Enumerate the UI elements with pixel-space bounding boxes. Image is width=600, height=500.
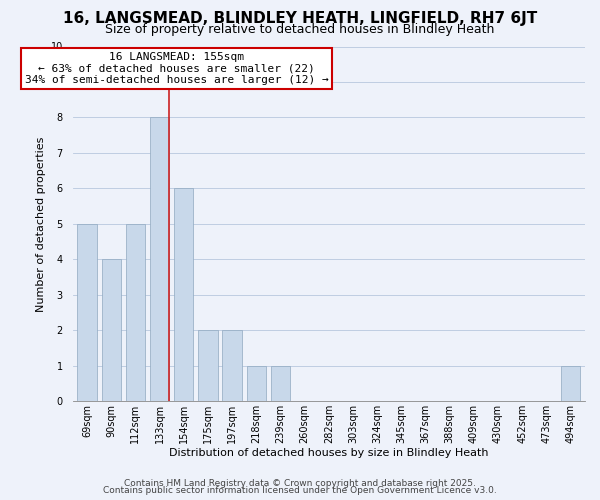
Text: Size of property relative to detached houses in Blindley Heath: Size of property relative to detached ho…: [106, 22, 494, 36]
Bar: [198, 330, 218, 401]
Text: 16 LANGSMEAD: 155sqm
← 63% of detached houses are smaller (22)
34% of semi-detac: 16 LANGSMEAD: 155sqm ← 63% of detached h…: [25, 52, 328, 85]
Y-axis label: Number of detached properties: Number of detached properties: [37, 136, 46, 312]
Bar: [150, 118, 169, 401]
Bar: [247, 366, 266, 401]
Bar: [77, 224, 97, 401]
Bar: [174, 188, 193, 401]
Text: 16, LANGSMEAD, BLINDLEY HEATH, LINGFIELD, RH7 6JT: 16, LANGSMEAD, BLINDLEY HEATH, LINGFIELD…: [63, 12, 537, 26]
Bar: [126, 224, 145, 401]
Text: Contains HM Land Registry data © Crown copyright and database right 2025.: Contains HM Land Registry data © Crown c…: [124, 478, 476, 488]
Bar: [101, 260, 121, 401]
Bar: [561, 366, 580, 401]
Bar: [223, 330, 242, 401]
Bar: [271, 366, 290, 401]
X-axis label: Distribution of detached houses by size in Blindley Heath: Distribution of detached houses by size …: [169, 448, 488, 458]
Text: Contains public sector information licensed under the Open Government Licence v3: Contains public sector information licen…: [103, 486, 497, 495]
